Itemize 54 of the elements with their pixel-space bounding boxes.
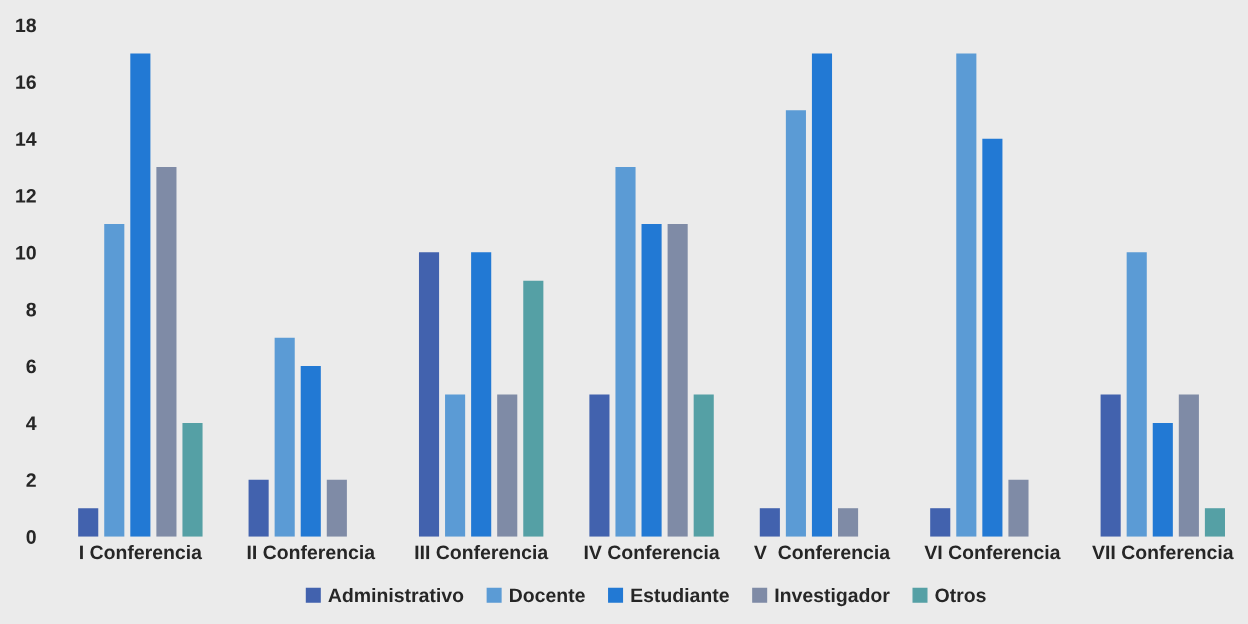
bar xyxy=(838,508,859,537)
y-tick-label: 12 xyxy=(16,188,36,203)
bar xyxy=(274,337,295,537)
y-tick-label: 10 xyxy=(16,245,36,260)
y-tick-label: 14 xyxy=(16,132,37,146)
bar xyxy=(1152,422,1173,537)
bar xyxy=(300,366,321,537)
x-tick-label: V Conferencia xyxy=(754,544,891,560)
bar xyxy=(589,394,610,537)
bar xyxy=(930,508,951,537)
bar xyxy=(130,53,151,537)
y-tick-label: 18 xyxy=(16,18,36,33)
y-tick-label: 0 xyxy=(26,530,36,544)
legend-label: Docente xyxy=(510,588,585,603)
x-tick-label: VI Conferencia xyxy=(924,544,1061,560)
y-tick-label: 6 xyxy=(26,359,36,374)
x-tick-label: IV Conferencia xyxy=(584,544,720,560)
bar xyxy=(759,508,780,537)
bar xyxy=(667,223,688,537)
bar xyxy=(523,280,544,537)
bar xyxy=(326,479,347,537)
bar xyxy=(1100,394,1121,537)
bar xyxy=(497,394,518,537)
legend-label: Investigador xyxy=(775,587,890,607)
bar xyxy=(78,508,99,537)
legend-label: Estudiante xyxy=(631,587,729,603)
y-tick-label: 2 xyxy=(26,473,36,487)
x-tick-label: II Conferencia xyxy=(247,544,376,560)
x-tick-label: I Conferencia xyxy=(80,544,203,560)
bar xyxy=(156,167,177,537)
bar xyxy=(1178,394,1199,537)
y-tick-label: 8 xyxy=(26,302,36,317)
bar xyxy=(982,138,1003,537)
legend-label: Otros xyxy=(935,588,986,603)
y-tick-label: 16 xyxy=(16,75,36,90)
x-tick-label: III Conferencia xyxy=(415,544,549,560)
x-tick-label: VII Conferencia xyxy=(1092,544,1234,560)
legend-label: Administrativo xyxy=(328,587,464,603)
bar xyxy=(1126,252,1147,537)
bar xyxy=(693,394,714,537)
bar xyxy=(811,53,833,537)
bar xyxy=(445,394,466,537)
bar xyxy=(418,252,440,537)
y-tick-label: 4 xyxy=(26,416,37,430)
bar xyxy=(182,422,203,537)
bar xyxy=(248,479,269,537)
bar xyxy=(1204,508,1225,537)
bar xyxy=(641,223,662,537)
bar xyxy=(615,167,636,537)
bar xyxy=(471,252,492,537)
bar xyxy=(956,53,977,537)
bar xyxy=(785,110,806,537)
bar xyxy=(104,223,125,537)
bar xyxy=(1008,479,1029,537)
